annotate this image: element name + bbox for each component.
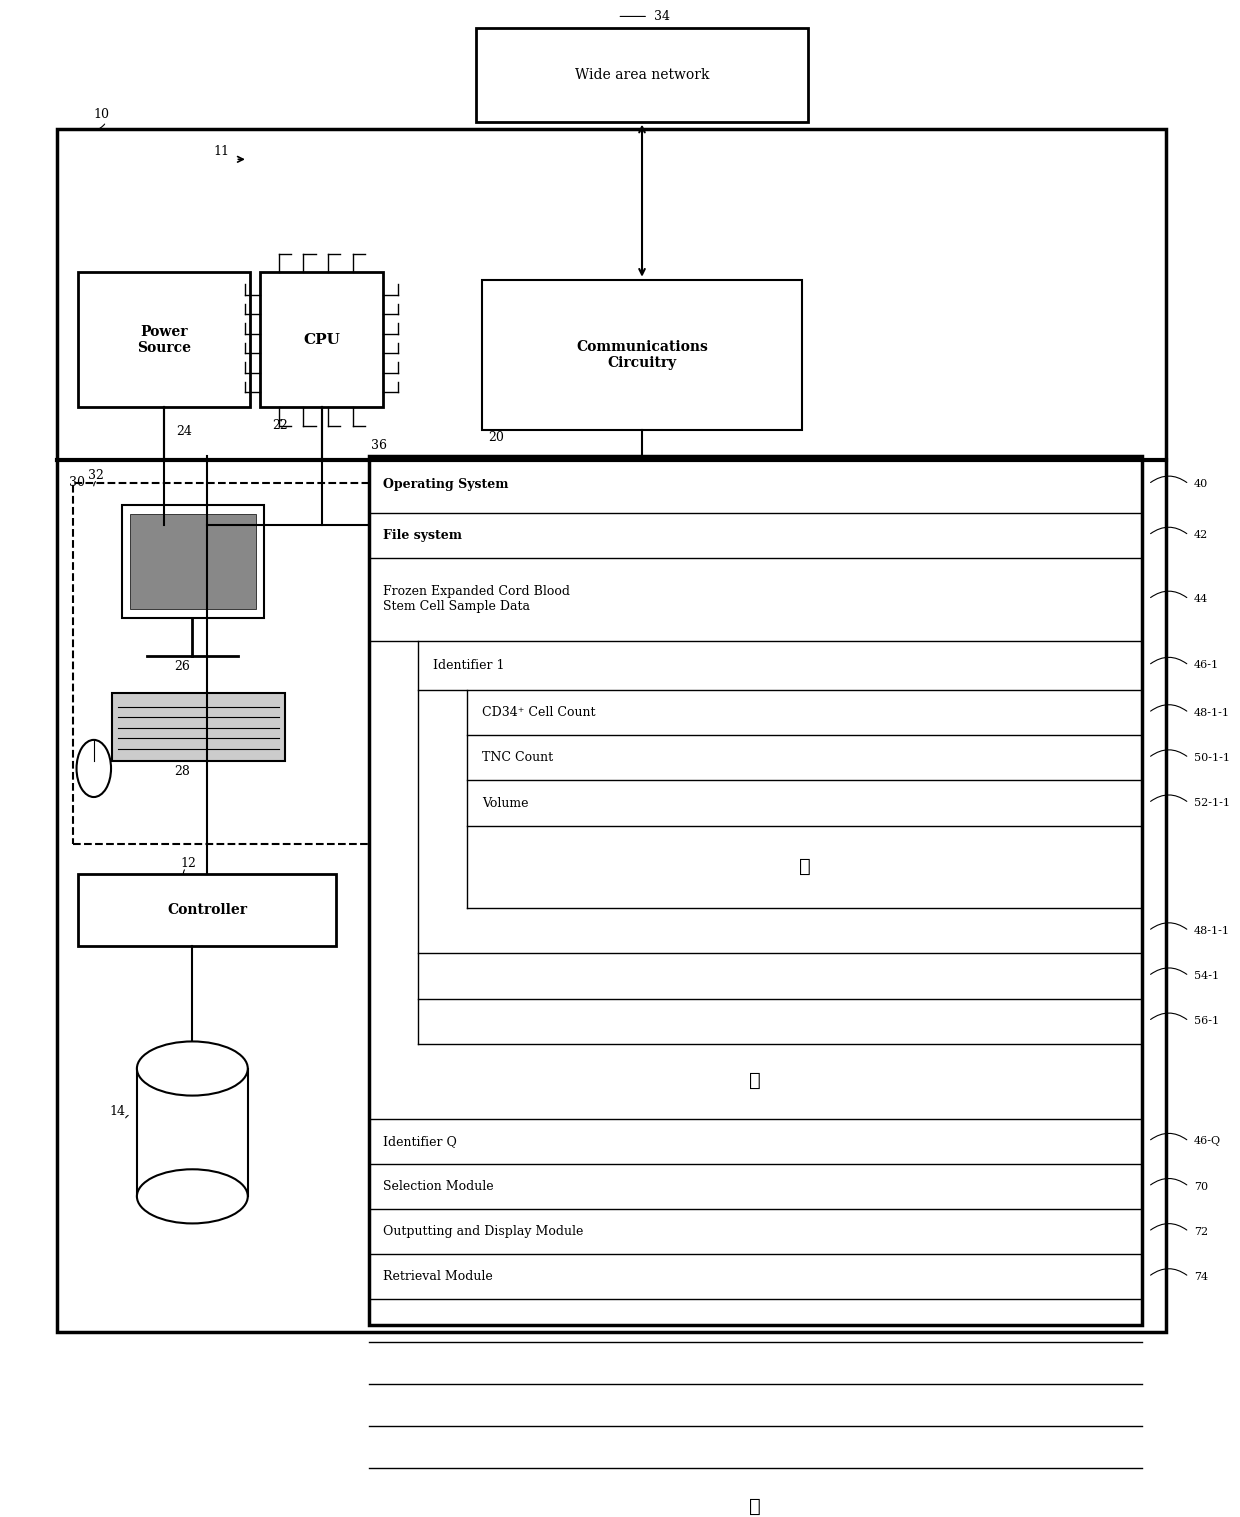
Text: ⋮: ⋮	[749, 1497, 761, 1515]
Text: Outputting and Display Module: Outputting and Display Module	[383, 1226, 584, 1238]
Text: Selection Module: Selection Module	[383, 1180, 494, 1192]
Text: 30: 30	[69, 476, 86, 488]
FancyBboxPatch shape	[122, 505, 264, 617]
Text: ⋮: ⋮	[749, 1073, 761, 1091]
FancyBboxPatch shape	[476, 29, 808, 121]
FancyBboxPatch shape	[78, 272, 250, 408]
FancyBboxPatch shape	[368, 455, 1142, 1324]
Text: 50-1-1: 50-1-1	[1194, 752, 1230, 763]
FancyBboxPatch shape	[136, 1068, 248, 1197]
Text: 24: 24	[176, 425, 192, 438]
Text: 34: 34	[655, 11, 671, 23]
Text: Operating System: Operating System	[383, 478, 508, 490]
Text: 10: 10	[94, 108, 110, 121]
Text: Frozen Expanded Cord Blood
Stem Cell Sample Data: Frozen Expanded Cord Blood Stem Cell Sam…	[383, 586, 570, 613]
Text: 44: 44	[1194, 595, 1208, 604]
Text: 26: 26	[174, 660, 190, 672]
Text: 46-1: 46-1	[1194, 660, 1219, 671]
Text: TNC Count: TNC Count	[482, 751, 553, 765]
FancyBboxPatch shape	[57, 129, 1166, 1332]
Text: 48-1-1: 48-1-1	[1194, 708, 1230, 718]
Text: Controller: Controller	[167, 903, 247, 916]
FancyBboxPatch shape	[482, 279, 802, 429]
Text: 40: 40	[1194, 479, 1208, 488]
FancyBboxPatch shape	[73, 482, 405, 843]
Text: Volume: Volume	[482, 796, 528, 810]
Text: 56-1: 56-1	[1194, 1016, 1219, 1025]
Text: 72: 72	[1194, 1227, 1208, 1236]
Text: CPU: CPU	[304, 332, 340, 347]
Text: File system: File system	[383, 529, 463, 542]
Text: 11: 11	[213, 146, 229, 158]
Text: 48-1-1: 48-1-1	[1194, 925, 1230, 936]
Text: 12: 12	[180, 857, 196, 869]
FancyBboxPatch shape	[78, 874, 336, 947]
Text: Power
Source: Power Source	[136, 325, 191, 355]
Text: Retrieval Module: Retrieval Module	[383, 1270, 494, 1283]
Text: 14: 14	[110, 1104, 125, 1118]
Text: 52-1-1: 52-1-1	[1194, 798, 1230, 809]
Text: 74: 74	[1194, 1271, 1208, 1282]
Text: Wide area network: Wide area network	[575, 68, 709, 82]
Text: Communications
Circuitry: Communications Circuitry	[577, 340, 708, 370]
Text: 28: 28	[174, 765, 190, 778]
Text: 20: 20	[489, 431, 503, 444]
Text: Identifier 1: Identifier 1	[433, 658, 505, 672]
Ellipse shape	[77, 740, 112, 796]
FancyBboxPatch shape	[113, 693, 285, 762]
Text: CD34⁺ Cell Count: CD34⁺ Cell Count	[482, 707, 595, 719]
Ellipse shape	[136, 1042, 248, 1095]
Text: 46-Q: 46-Q	[1194, 1136, 1221, 1147]
Text: 70: 70	[1194, 1182, 1208, 1191]
Text: ⋮: ⋮	[799, 859, 811, 875]
Ellipse shape	[136, 1170, 248, 1223]
FancyBboxPatch shape	[260, 272, 383, 408]
Text: 54-1: 54-1	[1194, 971, 1219, 981]
FancyBboxPatch shape	[129, 514, 257, 608]
Text: 42: 42	[1194, 531, 1208, 540]
Text: 36: 36	[371, 438, 387, 452]
Text: 22: 22	[273, 419, 288, 432]
Text: Identifier Q: Identifier Q	[383, 1135, 458, 1148]
Text: 32: 32	[88, 469, 103, 482]
